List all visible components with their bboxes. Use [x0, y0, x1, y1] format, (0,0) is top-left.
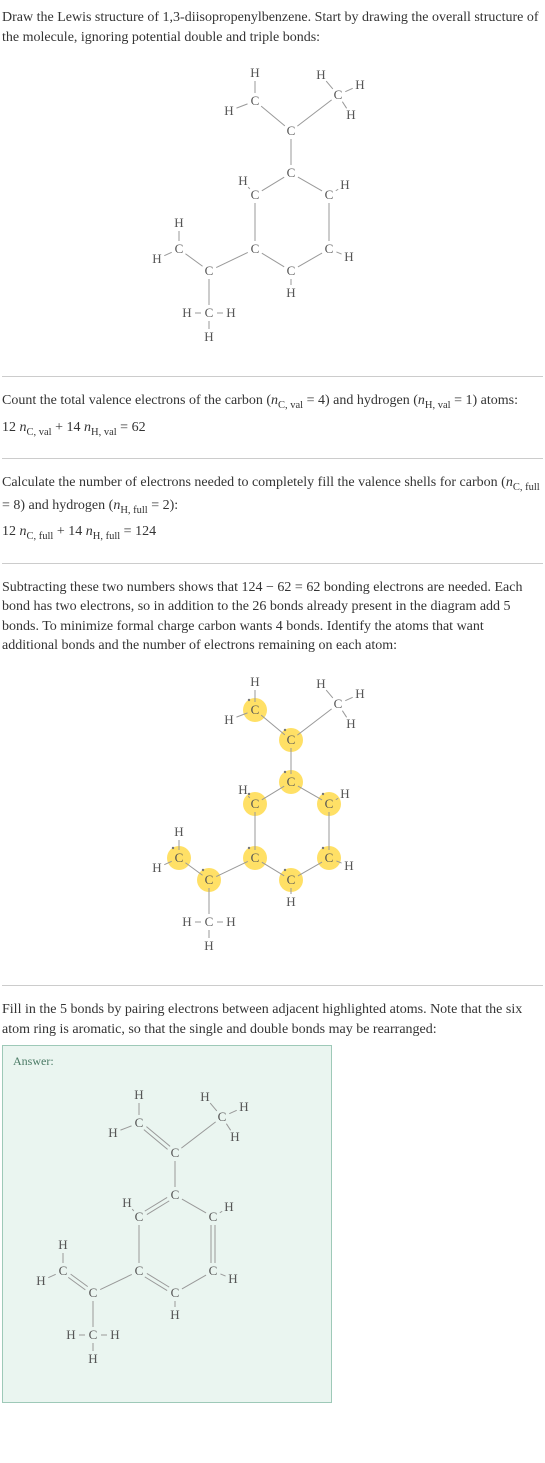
svg-text:H: H	[170, 1307, 179, 1322]
svg-text:C: C	[286, 123, 295, 138]
svg-text:C: C	[174, 850, 183, 865]
svg-text:H: H	[182, 914, 191, 929]
svg-text:H: H	[340, 177, 349, 192]
svg-text:C: C	[286, 732, 295, 747]
svg-text:C: C	[333, 87, 342, 102]
svg-text:C: C	[250, 187, 259, 202]
svg-text:H: H	[152, 251, 161, 266]
svg-text:C: C	[324, 187, 333, 202]
diagram-2: HCHHCHHCCCHCHCCHCHCCHHCHHH	[2, 662, 543, 967]
svg-text:H: H	[152, 860, 161, 875]
svg-text:C: C	[286, 872, 295, 887]
diagram-3: HCHHCHHCCCHCHCCHCHCCHHCHHH	[13, 1075, 321, 1390]
svg-text:C: C	[209, 1209, 218, 1224]
svg-text:C: C	[250, 796, 259, 811]
svg-text:C: C	[204, 305, 213, 320]
svg-text:C: C	[171, 1145, 180, 1160]
divider-3	[2, 563, 543, 564]
step3-equation: 12 nC, full + 14 nH, full = 124	[2, 522, 543, 544]
svg-text:C: C	[135, 1263, 144, 1278]
svg-text:C: C	[204, 872, 213, 887]
svg-text:H: H	[174, 824, 183, 839]
svg-text:C: C	[250, 241, 259, 256]
svg-text:H: H	[239, 1099, 248, 1114]
svg-text:H: H	[344, 858, 353, 873]
svg-text:H: H	[88, 1351, 97, 1366]
svg-text:H: H	[346, 107, 355, 122]
svg-text:C: C	[333, 696, 342, 711]
svg-text:H: H	[355, 686, 364, 701]
svg-text:C: C	[209, 1263, 218, 1278]
divider-2	[2, 458, 543, 459]
svg-text:H: H	[286, 285, 295, 300]
svg-text:C: C	[286, 165, 295, 180]
svg-text:H: H	[344, 249, 353, 264]
answer-label: Answer:	[13, 1054, 321, 1069]
svg-text:H: H	[316, 67, 325, 82]
svg-text:C: C	[135, 1209, 144, 1224]
svg-text:H: H	[228, 1271, 237, 1286]
svg-text:H: H	[250, 65, 259, 80]
step3-text: Calculate the number of electrons needed…	[2, 473, 543, 518]
svg-text:H: H	[340, 786, 349, 801]
svg-text:H: H	[238, 173, 247, 188]
svg-text:H: H	[316, 676, 325, 691]
answer-box: Answer: HCHHCHHCCCHCHCCHCHCCHHCHHH	[2, 1045, 332, 1403]
svg-text:H: H	[204, 938, 213, 953]
svg-text:H: H	[230, 1129, 239, 1144]
step2-text: Count the total valence electrons of the…	[2, 391, 543, 413]
svg-text:H: H	[122, 1195, 131, 1210]
svg-text:H: H	[108, 1125, 117, 1140]
svg-text:H: H	[226, 305, 235, 320]
svg-text:C: C	[286, 263, 295, 278]
svg-text:H: H	[182, 305, 191, 320]
svg-text:C: C	[324, 796, 333, 811]
svg-text:H: H	[250, 674, 259, 689]
diagram-1: HCHHCHHCCCHCHCCHCHCCHHCHHH	[2, 53, 543, 358]
svg-text:H: H	[58, 1237, 67, 1252]
step5-text: Fill in the 5 bonds by pairing electrons…	[2, 1000, 543, 1039]
svg-text:H: H	[224, 103, 233, 118]
svg-text:C: C	[218, 1109, 227, 1124]
svg-text:H: H	[238, 782, 247, 797]
svg-text:C: C	[250, 850, 259, 865]
svg-text:C: C	[204, 263, 213, 278]
svg-text:C: C	[171, 1187, 180, 1202]
svg-text:H: H	[174, 215, 183, 230]
intro-text: Draw the Lewis structure of 1,3-diisopro…	[2, 8, 543, 47]
svg-text:H: H	[110, 1327, 119, 1342]
svg-text:H: H	[226, 914, 235, 929]
svg-text:C: C	[250, 702, 259, 717]
svg-text:H: H	[66, 1327, 75, 1342]
step2-equation: 12 nC, val + 14 nH, val = 62	[2, 418, 543, 440]
svg-text:H: H	[134, 1087, 143, 1102]
svg-text:H: H	[346, 716, 355, 731]
svg-text:H: H	[36, 1273, 45, 1288]
svg-text:H: H	[224, 712, 233, 727]
svg-text:C: C	[324, 850, 333, 865]
svg-text:C: C	[250, 93, 259, 108]
svg-text:H: H	[204, 329, 213, 344]
svg-text:C: C	[59, 1263, 68, 1278]
svg-text:C: C	[171, 1285, 180, 1300]
svg-text:C: C	[135, 1115, 144, 1130]
svg-text:C: C	[89, 1327, 98, 1342]
svg-text:C: C	[324, 241, 333, 256]
svg-text:C: C	[204, 914, 213, 929]
svg-text:H: H	[224, 1199, 233, 1214]
svg-text:C: C	[89, 1285, 98, 1300]
divider-4	[2, 985, 543, 986]
svg-text:H: H	[286, 894, 295, 909]
svg-text:H: H	[355, 77, 364, 92]
svg-text:C: C	[286, 774, 295, 789]
divider-1	[2, 376, 543, 377]
step4-text: Subtracting these two numbers shows that…	[2, 578, 543, 656]
svg-text:C: C	[174, 241, 183, 256]
svg-text:H: H	[200, 1089, 209, 1104]
